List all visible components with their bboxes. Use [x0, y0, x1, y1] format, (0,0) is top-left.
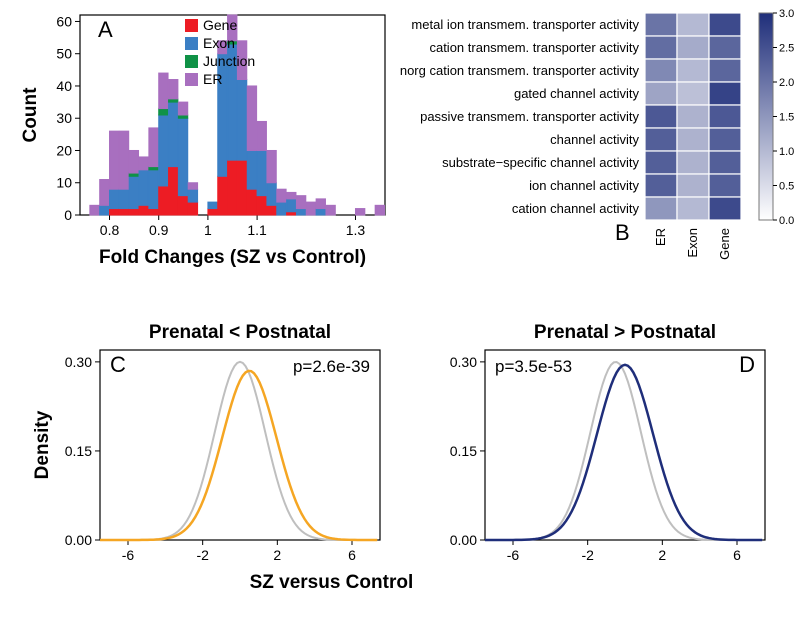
svg-text:20: 20	[56, 142, 72, 158]
svg-text:50: 50	[56, 46, 72, 62]
svg-text:gated channel activity: gated channel activity	[514, 86, 640, 101]
svg-text:p=3.5e-53: p=3.5e-53	[495, 357, 572, 376]
svg-text:1.5: 1.5	[779, 112, 794, 124]
svg-text:-6: -6	[122, 547, 135, 563]
svg-text:10: 10	[56, 175, 72, 191]
panel-a-svg: 0 10 20 30 40 50 60 0.8 0.9 1 1.1 1.3 A Fold Changes …	[10, 0, 400, 290]
svg-text:B: B	[615, 220, 630, 245]
svg-text:ER: ER	[203, 71, 222, 87]
svg-text:0.9: 0.9	[149, 222, 169, 238]
svg-text:Prenatal > Postnatal: Prenatal > Postnatal	[534, 322, 716, 343]
svg-text:2: 2	[658, 547, 666, 563]
svg-text:40: 40	[56, 78, 72, 94]
svg-text:passive transmem. transporter: passive transmem. transporter activity	[420, 109, 639, 124]
svg-text:cation channel activity: cation channel activity	[512, 201, 640, 216]
panel-a: 0 10 20 30 40 50 60 0.8 0.9 1 1.1 1.3 A Fold Changes …	[10, 0, 400, 290]
svg-text:2.0: 2.0	[779, 77, 794, 89]
panel-d: 0.00 0.15 0.30 -6 -2 2 6 Prenatal > Postnatal Dp…	[410, 310, 800, 615]
svg-text:30: 30	[56, 110, 72, 126]
svg-text:60: 60	[56, 13, 72, 29]
svg-text:ion channel activity: ion channel activity	[529, 178, 639, 193]
svg-text:6: 6	[733, 547, 741, 563]
svg-text:Density: Density	[32, 410, 53, 479]
panel-c-svg: 0.00 0.15 0.30 -6 -2 2 6 Prenatal < Postnatal Cp…	[25, 310, 415, 615]
svg-text:0.30: 0.30	[450, 354, 477, 370]
svg-text:3.0: 3.0	[779, 8, 794, 20]
svg-text:-6: -6	[507, 547, 520, 563]
svg-text:0.00: 0.00	[450, 532, 477, 548]
svg-text:Count: Count	[20, 87, 41, 143]
svg-text:-2: -2	[196, 547, 209, 563]
svg-text:0.15: 0.15	[65, 443, 92, 459]
svg-text:2.5: 2.5	[779, 43, 794, 55]
svg-text:Junction: Junction	[203, 53, 255, 69]
svg-text:SZ versus Control (T-statistic: SZ versus Control (T-statistics)	[250, 572, 415, 593]
svg-text:0.00: 0.00	[65, 532, 92, 548]
svg-text:Gene: Gene	[717, 228, 732, 260]
svg-text:cation transmem. transporter a: cation transmem. transporter activity	[429, 40, 639, 55]
svg-text:Exon: Exon	[685, 228, 700, 258]
panel-c: 0.00 0.15 0.30 -6 -2 2 6 Prenatal < Postnatal Cp…	[25, 310, 415, 615]
svg-text:Fold Changes (SZ vs Control): Fold Changes (SZ vs Control)	[99, 247, 366, 268]
svg-text:A: A	[98, 17, 113, 42]
svg-text:D: D	[739, 352, 755, 377]
svg-text:channel activity: channel activity	[550, 132, 639, 147]
svg-text:inorg cation transmem. transpo: inorg cation transmem. transporter activ…	[400, 63, 639, 78]
svg-text:ER: ER	[653, 228, 668, 246]
svg-text:0.30: 0.30	[65, 354, 92, 370]
svg-text:substrate−specific channel act: substrate−specific channel activity	[442, 155, 639, 170]
svg-text:Exon: Exon	[203, 35, 235, 51]
svg-text:2: 2	[273, 547, 281, 563]
svg-text:Gene: Gene	[203, 17, 237, 33]
svg-text:0.15: 0.15	[450, 443, 477, 459]
panel-b: metal ion transmem. transporter activity…	[400, 5, 800, 285]
svg-text:1.0: 1.0	[779, 146, 794, 158]
svg-text:1: 1	[204, 222, 212, 238]
svg-text:metal ion transmem. transporte: metal ion transmem. transporter activity	[411, 17, 639, 32]
svg-text:p=2.6e-39: p=2.6e-39	[293, 357, 370, 376]
panel-b-svg: metal ion transmem. transporter activity…	[400, 5, 800, 285]
svg-text:0.8: 0.8	[100, 222, 120, 238]
svg-text:-2: -2	[581, 547, 594, 563]
svg-text:1.1: 1.1	[247, 222, 267, 238]
svg-text:C: C	[110, 352, 126, 377]
svg-text:Prenatal < Postnatal: Prenatal < Postnatal	[149, 322, 331, 343]
svg-text:0: 0	[64, 207, 72, 223]
panel-d-svg: 0.00 0.15 0.30 -6 -2 2 6 Prenatal > Postnatal Dp…	[410, 310, 800, 615]
svg-text:0.5: 0.5	[779, 181, 794, 193]
svg-text:6: 6	[348, 547, 356, 563]
svg-text:1.3: 1.3	[346, 222, 366, 238]
svg-text:0.0: 0.0	[779, 215, 794, 227]
